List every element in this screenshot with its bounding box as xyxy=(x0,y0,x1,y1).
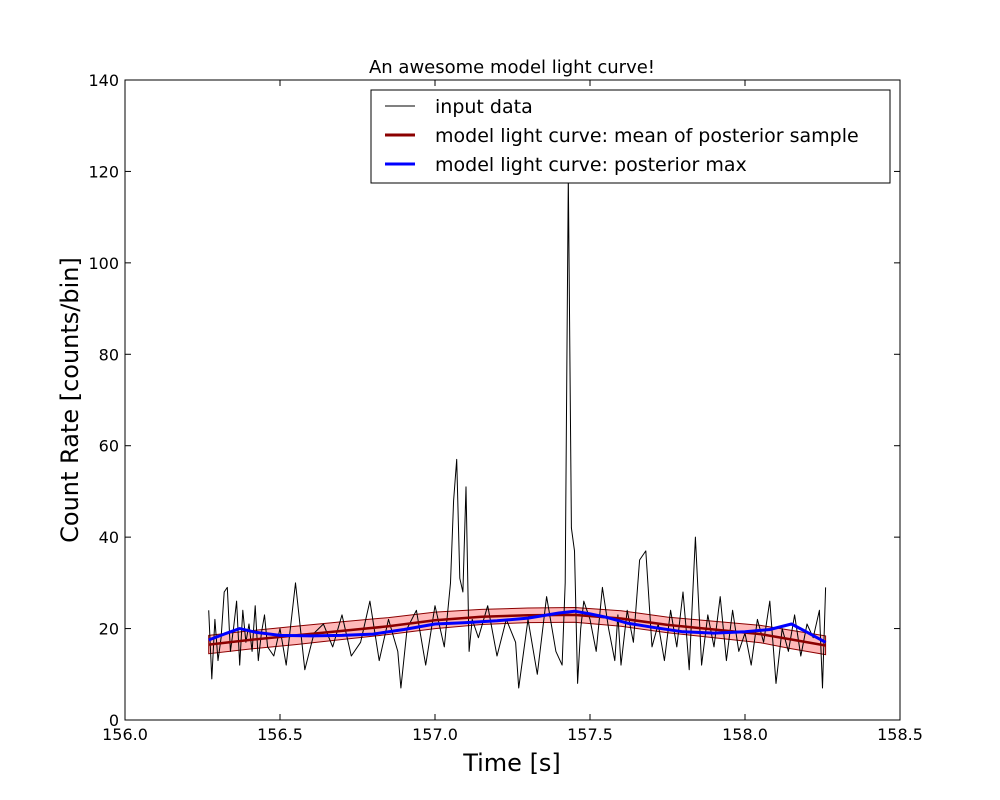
x-tick-label: 156.5 xyxy=(257,725,303,744)
x-tick-label: 158.0 xyxy=(722,725,768,744)
y-tick-label: 80 xyxy=(99,345,119,364)
series-layer xyxy=(208,175,827,689)
x-tick-label: 157.5 xyxy=(567,725,613,744)
y-axis-title: Count Rate [counts/bin] xyxy=(56,257,84,543)
posterior-band-layer xyxy=(208,606,827,656)
x-tick-label: 158.5 xyxy=(877,725,923,744)
series-input-data xyxy=(208,175,827,689)
tick-layer: 156.0 156.5 157.0 157.5 158.0 158.5 0 20 40 60 80 1… xyxy=(88,71,922,744)
x-axis-title: Time [s] xyxy=(462,749,561,777)
y-tick-label: 140 xyxy=(88,71,119,90)
y-tick-label: 40 xyxy=(99,528,119,547)
x-tick-label: 157.0 xyxy=(412,725,458,744)
y-tick-label: 100 xyxy=(88,254,119,273)
chart-title: An awesome model light curve! xyxy=(369,57,655,78)
y-tick-label: 60 xyxy=(99,437,119,456)
y-tick-label: 120 xyxy=(88,162,119,181)
legend-label-max: model light curve: posterior max xyxy=(435,154,747,176)
legend-box xyxy=(370,89,891,184)
y-tick-label: 0 xyxy=(109,711,119,730)
y-tick-label: 20 xyxy=(99,620,119,639)
legend-label-input-data: input data xyxy=(435,96,533,118)
x-tick-label: 156.0 xyxy=(102,725,148,744)
posterior-band xyxy=(208,606,827,656)
series-posterior-max xyxy=(208,609,827,644)
plot-frame xyxy=(124,79,901,721)
legend-label-mean: model light curve: mean of posterior sam… xyxy=(435,125,859,147)
legend: input data model light curve: mean of po… xyxy=(370,89,891,184)
